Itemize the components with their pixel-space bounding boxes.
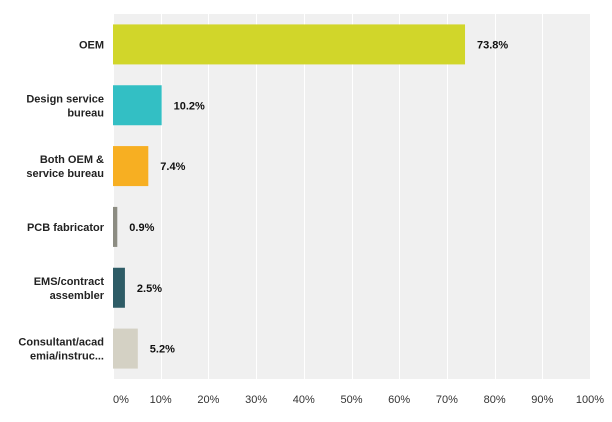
x-tick-label: 30% <box>245 394 267 406</box>
category-label: Both OEM & service bureau <box>26 154 104 180</box>
category-labels: OEM Design service bureau Both OEM & service… <box>18 39 104 362</box>
x-tick-label: 100% <box>576 394 604 406</box>
category-label: OEM <box>79 39 104 51</box>
x-tick-label: 0% <box>113 394 129 406</box>
value-label: 10.2% <box>174 100 205 112</box>
x-tick-label: 50% <box>340 394 362 406</box>
bar <box>113 267 125 308</box>
bars <box>113 24 466 369</box>
x-tick-label: 40% <box>293 394 315 406</box>
value-label: 5.2% <box>150 344 175 356</box>
bar <box>113 85 162 126</box>
category-label: Consultant/acad emia/instruc... <box>18 337 104 363</box>
bar <box>113 206 118 247</box>
x-tick-label: 90% <box>531 394 553 406</box>
bar <box>113 24 466 65</box>
value-label: 0.9% <box>129 222 154 234</box>
value-label: 7.4% <box>160 161 185 173</box>
x-tick-label: 70% <box>436 394 458 406</box>
x-tick-label: 80% <box>484 394 506 406</box>
x-tick-labels: 0% 10% 20% 30% 40% 50% 60% 70% 80% 90% 100% <box>113 394 604 406</box>
category-label: Design service bureau <box>26 93 104 119</box>
gridlines <box>113 14 591 379</box>
category-label: PCB fabricator <box>27 222 105 234</box>
category-label: EMS/contract assembler <box>34 276 105 302</box>
value-label: 2.5% <box>137 283 162 295</box>
value-labels: 73.8% 10.2% 7.4% 0.9% 2.5% 5.2% <box>129 39 508 355</box>
x-tick-label: 60% <box>388 394 410 406</box>
value-label: 73.8% <box>477 39 508 51</box>
x-tick-label: 10% <box>150 394 172 406</box>
x-tick-label: 20% <box>197 394 219 406</box>
plot-area <box>113 14 590 379</box>
bar <box>113 146 149 187</box>
bar <box>113 328 138 369</box>
